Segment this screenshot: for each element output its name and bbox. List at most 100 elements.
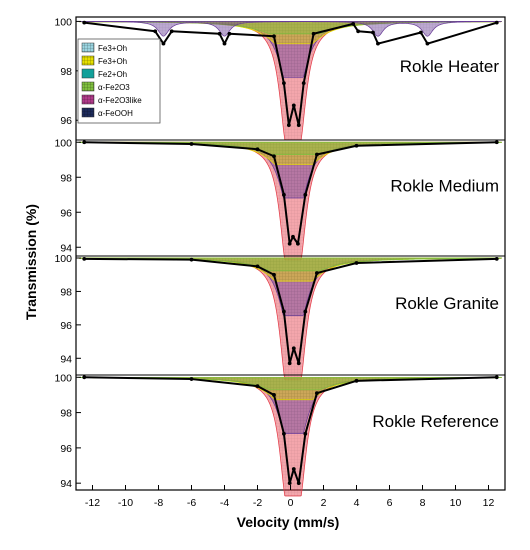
- data-point: [356, 29, 361, 34]
- data-point: [282, 431, 286, 436]
- data-point: [255, 264, 260, 269]
- data-point: [303, 309, 308, 314]
- x-tick-label: 6: [387, 497, 393, 509]
- legend-swatch-hatch: [82, 82, 94, 91]
- spectrum-line: [84, 376, 497, 485]
- legend-swatch-hatch: [82, 108, 94, 117]
- component-purple-doublet-hatch: [79, 377, 502, 434]
- data-point: [354, 261, 359, 265]
- data-point: [287, 361, 292, 366]
- legend-swatch-hatch: [82, 43, 94, 52]
- data-point: [272, 393, 276, 397]
- legend-swatch-hatch: [82, 95, 94, 104]
- x-tick-label: -12: [85, 497, 100, 509]
- data-point: [315, 271, 319, 275]
- y-tick-label: 100: [54, 16, 72, 28]
- y-tick-label: 98: [60, 408, 72, 420]
- x-tick-label: 4: [354, 497, 360, 509]
- y-tick-label: 96: [60, 115, 72, 127]
- component-red-doublet-hatch: [79, 21, 502, 140]
- data-point: [272, 154, 276, 159]
- data-point: [494, 375, 499, 380]
- component-purple-doublet-hatch: [79, 21, 502, 78]
- component-purple-doublet-hatch: [79, 142, 502, 199]
- data-point: [296, 123, 301, 128]
- data-point: [494, 140, 499, 145]
- y-tick-label: 96: [60, 443, 72, 455]
- data-point: [291, 467, 296, 471]
- y-tick-label: 94: [60, 478, 72, 490]
- data-point: [376, 41, 380, 46]
- data-point: [371, 30, 375, 35]
- component-yellow-doublet-hatch: [79, 377, 502, 400]
- data-point: [296, 481, 301, 486]
- panel-title: Rokle Medium: [390, 177, 499, 196]
- data-point: [217, 31, 222, 36]
- data-point: [169, 29, 174, 34]
- data-point: [82, 20, 87, 25]
- x-tick-label: 8: [420, 497, 426, 509]
- data-point: [354, 378, 359, 383]
- data-point: [494, 256, 499, 261]
- panels: 96 98 100 Rokle Heater 94 96 98 100 Rokle Medium…: [54, 16, 506, 497]
- data-point: [161, 41, 166, 46]
- data-point: [418, 30, 423, 35]
- data-point: [282, 81, 286, 86]
- data-point: [494, 20, 499, 25]
- component-red-doublet-hatch: [79, 142, 502, 260]
- panel-3: 94 96 98 100 Rokle Granite: [54, 253, 505, 381]
- data-point: [315, 152, 319, 157]
- component-yellow-doublet-hatch: [79, 142, 502, 165]
- x-tick-label: -8: [154, 497, 163, 509]
- panel-title: Rokle Reference: [372, 412, 499, 431]
- data-point: [82, 375, 87, 380]
- legend-swatch-hatch: [82, 56, 94, 65]
- data-point: [303, 431, 308, 436]
- y-tick-label: 96: [60, 207, 72, 219]
- component-yellow-doublet-hatch: [79, 258, 502, 282]
- y-tick-label: 100: [54, 137, 72, 149]
- data-point: [286, 123, 291, 128]
- x-tick-label: 10: [450, 497, 462, 509]
- y-axis-label: Transmission (%): [23, 204, 39, 320]
- x-tick-label: -2: [253, 497, 262, 509]
- legend-label: α-Fe2O3: [98, 83, 130, 92]
- data-point: [425, 41, 430, 46]
- panel-4: 94 96 98 100 Rokle Reference: [54, 372, 505, 497]
- panel-title: Rokle Granite: [395, 294, 499, 313]
- data-point: [351, 21, 356, 26]
- x-tick-label: -6: [187, 497, 196, 509]
- data-point: [354, 143, 359, 148]
- data-point: [153, 29, 158, 34]
- data-point: [311, 31, 316, 36]
- y-tick-label: 96: [60, 320, 72, 332]
- x-axis-label: Velocity (mm/s): [237, 514, 340, 530]
- legend-label: Fe2+Oh: [98, 70, 127, 79]
- component-red-doublet-hatch: [79, 258, 502, 380]
- x-tick-label: 0: [288, 497, 294, 509]
- spectrum-line: [84, 141, 497, 245]
- spectrum-line: [84, 257, 497, 365]
- data-point: [315, 391, 319, 396]
- legend-label: Fe3+Oh: [98, 57, 127, 66]
- data-point: [303, 192, 308, 197]
- data-point: [189, 142, 194, 146]
- data-point: [291, 103, 296, 108]
- panel-1: 96 98 100 Rokle Heater: [54, 16, 502, 141]
- data-point: [301, 81, 306, 86]
- component-yellow-doublet-hatch: [79, 21, 502, 44]
- data-point: [287, 241, 292, 246]
- data-point: [287, 481, 292, 486]
- x-axis: -12 -10 -8 -6 -4 -2 0 2 4 6 8 10 12: [85, 485, 494, 509]
- data-point: [291, 234, 295, 239]
- data-point: [227, 31, 232, 36]
- data-point: [222, 41, 227, 46]
- y-tick-label: 94: [60, 242, 72, 254]
- data-point: [282, 192, 286, 197]
- data-point: [255, 384, 260, 389]
- x-tick-label: 2: [321, 497, 327, 509]
- legend-label: Fe3+Oh: [98, 44, 127, 53]
- data-point: [272, 272, 276, 277]
- data-point: [82, 256, 87, 261]
